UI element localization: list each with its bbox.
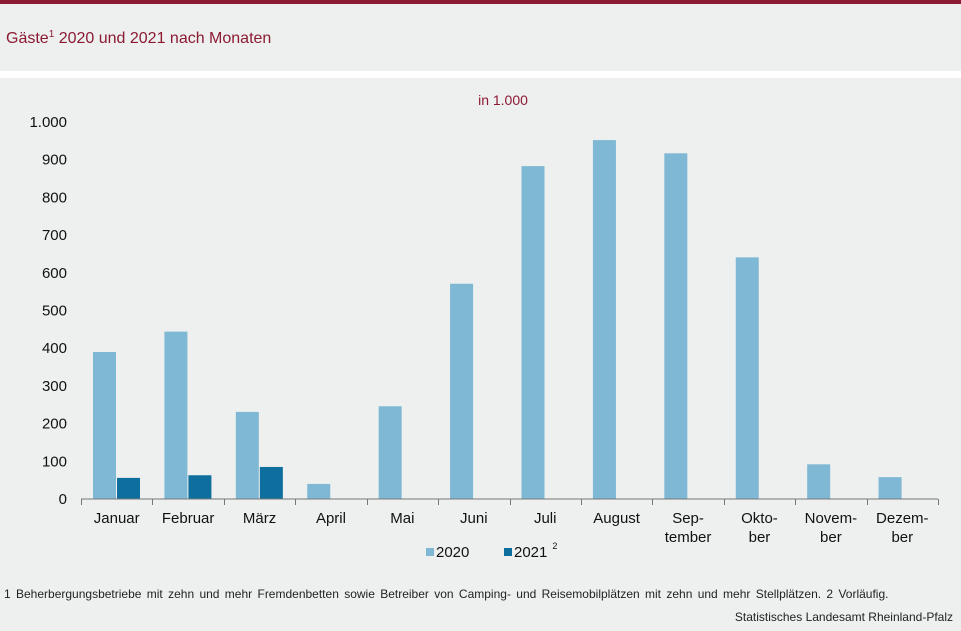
title-footnote-marker: 1 — [48, 29, 55, 40]
bar-2021-2 — [259, 466, 283, 499]
x-tick-label: tember — [665, 529, 712, 546]
bar-chart: in 1.000 0 100 200 300 400 500 600 700 800 900 1.00… — [29, 92, 939, 561]
y-tick-label: 800 — [42, 189, 67, 206]
x-tick-label: März — [243, 510, 276, 527]
x-tick-label: ber — [820, 529, 842, 546]
x-tick-label: Mai — [390, 510, 414, 527]
x-tick-label: Februar — [162, 510, 215, 527]
y-tick-label: 100 — [42, 453, 67, 470]
source-credit: Statistisches Landesamt Rheinland-Pfalz — [734, 610, 953, 624]
y-tick-label: 200 — [42, 416, 67, 433]
y-tick-label: 1.000 — [29, 114, 67, 131]
bar-2020-3 — [307, 483, 331, 499]
x-tick-label: Juli — [534, 510, 557, 527]
bar-2020-6 — [521, 166, 545, 499]
top-accent-bar — [0, 0, 961, 4]
x-tick-label: ber — [749, 529, 771, 546]
legend-footnote-marker: 2 — [552, 541, 557, 551]
legend-swatch-2021 — [504, 548, 512, 556]
x-tick-label: Sep- — [672, 510, 704, 527]
legend-swatch-2020 — [426, 548, 434, 556]
y-tick-label: 700 — [42, 227, 67, 244]
x-tick-label: August — [593, 510, 641, 527]
title-rest: 2020 und 2021 nach Monaten — [54, 30, 272, 47]
bar-2020-8 — [664, 153, 688, 499]
legend-label-2020: 2020 — [436, 544, 469, 561]
bar-2020-10 — [807, 464, 831, 499]
y-tick-label: 400 — [42, 340, 67, 357]
y-tick-label: 900 — [42, 152, 67, 169]
y-tick-label: 0 — [59, 491, 67, 508]
bar-2020-1 — [164, 331, 188, 499]
y-tick-label: 600 — [42, 265, 67, 282]
bar-2020-11 — [878, 477, 902, 499]
bar-2020-0 — [93, 351, 116, 499]
bar-2021-0 — [117, 477, 140, 499]
bar-2021-1 — [188, 475, 212, 499]
bar-2020-5 — [450, 283, 474, 499]
unit-label: in 1.000 — [478, 92, 528, 108]
bar-2020-7 — [592, 140, 616, 499]
x-tick-label: Novem- — [805, 510, 858, 527]
footnote: 1 Beherbergungsbetriebe mit zehn und meh… — [4, 587, 889, 601]
legend-label-2021: 2021 — [514, 544, 547, 561]
x-tick-label: Januar — [94, 510, 140, 527]
x-tick-label: April — [316, 510, 346, 527]
separator-band — [0, 71, 961, 78]
bar-2020-2 — [235, 411, 259, 499]
bar-2020-9 — [735, 257, 759, 499]
y-tick-label: 300 — [42, 378, 67, 395]
bar-2020-4 — [378, 406, 402, 499]
x-tick-label: Juni — [460, 510, 488, 527]
x-tick-label: Dezem- — [876, 510, 929, 527]
x-tick-label: ber — [891, 529, 913, 546]
x-tick-label: Okto- — [741, 510, 778, 527]
title-main: Gäste — [6, 30, 49, 47]
chart-title: Gäste1 2020 und 2021 nach Monaten — [6, 29, 271, 48]
y-tick-label: 500 — [42, 303, 67, 320]
